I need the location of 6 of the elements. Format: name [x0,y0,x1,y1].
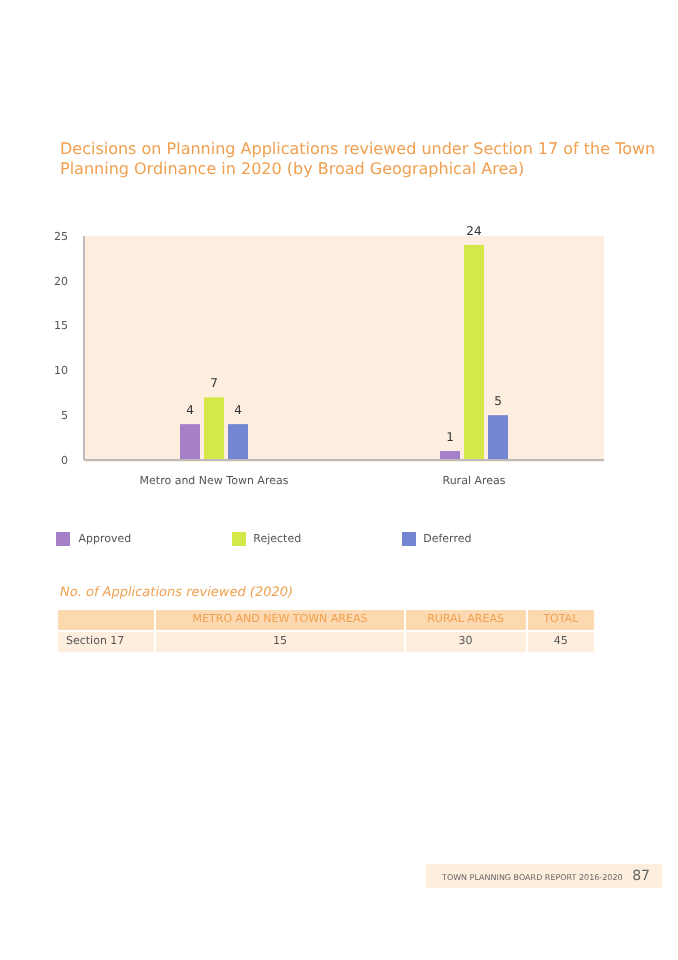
bar [488,415,508,460]
chart-title: Decisions on Planning Applications reviewed under Section 17 of the Town Planning Ordinance in 2020 (by Broad Geographical Area) [60,140,658,182]
bar [180,424,200,460]
bar [464,244,484,460]
bar [204,397,224,460]
bar [228,424,248,460]
